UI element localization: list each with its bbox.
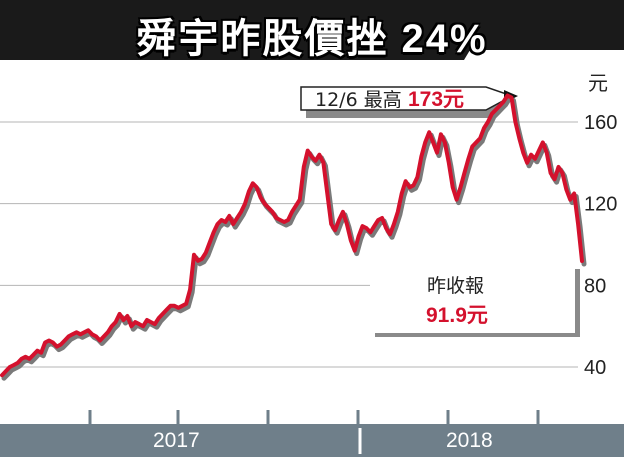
- y-tick-80: 80: [584, 275, 606, 297]
- y-tick-120: 120: [584, 194, 617, 216]
- x-tick-2017: 2017: [153, 429, 200, 452]
- price-line: [0, 93, 584, 378]
- x-axis-band: [0, 424, 624, 457]
- peak-label: 12/6 最高: [315, 89, 402, 111]
- x-axis-ticks: [88, 410, 540, 454]
- y-tick-160: 160: [584, 112, 617, 134]
- y-tick-40: 40: [584, 357, 606, 379]
- peak-value: 173元: [408, 88, 464, 111]
- peak-callout: 12/6 最高 173元: [300, 86, 518, 118]
- y-axis-unit: 元: [588, 73, 608, 95]
- close-callout: 昨收報 91.9元: [370, 265, 580, 337]
- title-background: [0, 0, 624, 60]
- close-label: 昨收報: [427, 275, 484, 297]
- close-value: 91.9元: [426, 304, 488, 327]
- y-axis-ticks: 40 80 120 160: [584, 112, 617, 379]
- x-tick-2018: 2018: [446, 429, 493, 452]
- chart-title: 舜宇昨股價挫 24%: [136, 17, 488, 61]
- title-bar: 舜宇昨股價挫 24%: [0, 0, 624, 66]
